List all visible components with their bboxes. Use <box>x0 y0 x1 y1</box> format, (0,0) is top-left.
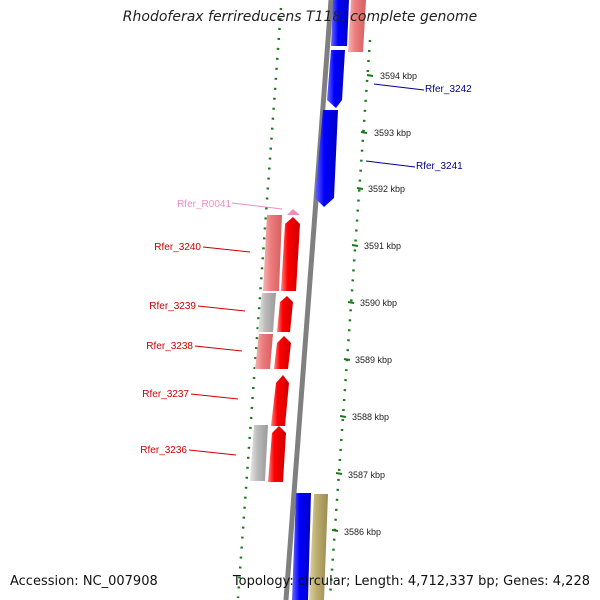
scale-label: 3588 kbp <box>352 412 389 422</box>
gene-arrow[interactable] <box>268 426 286 482</box>
gene-arrow[interactable] <box>327 50 345 108</box>
accession-text: Accession: NC_007908 <box>10 574 158 589</box>
gene-label[interactable]: Rfer_3242 <box>425 84 472 95</box>
scale-label: 3586 kbp <box>344 527 381 537</box>
gene-label[interactable]: Rfer_3241 <box>416 161 463 172</box>
scale-label: 3594 kbp <box>380 71 417 81</box>
scale-label: 3591 kbp <box>364 241 401 251</box>
gene-arrow[interactable] <box>263 215 282 291</box>
gene-arrow[interactable] <box>348 0 366 52</box>
gene-label[interactable]: Rfer_3237 <box>142 389 189 400</box>
gene-arrow[interactable] <box>292 493 311 600</box>
gene-label-group: Rfer_3242 Rfer_3241 Rfer_R0041 Rfer_3240… <box>140 84 472 456</box>
scale-label: 3592 kbp <box>368 184 405 194</box>
topology-text: Topology: circular; Length: 4,712,337 bp… <box>232 574 590 589</box>
gene-arrow[interactable] <box>309 494 328 600</box>
gene-label[interactable]: Rfer_3238 <box>146 341 193 352</box>
reverse-genes <box>292 0 349 600</box>
scale-label: 3590 kbp <box>360 298 397 308</box>
backbone-line <box>283 0 334 600</box>
gene-arrow[interactable] <box>250 425 268 481</box>
scale-labels: 3594 kbp 3593 kbp 3592 kbp 3591 kbp 3590… <box>344 71 417 537</box>
scale-label: 3587 kbp <box>348 470 385 480</box>
gene-label[interactable]: Rfer_3240 <box>154 242 201 253</box>
forward-genes <box>268 217 300 482</box>
scale-label: 3589 kbp <box>355 355 392 365</box>
gene-arrow[interactable] <box>274 336 291 369</box>
gene-arrow[interactable] <box>331 0 349 46</box>
gene-arrow[interactable] <box>258 293 276 332</box>
gene-arrow[interactable] <box>255 334 273 369</box>
gene-label[interactable]: Rfer_3239 <box>149 301 196 312</box>
scale-ticks <box>331 74 374 532</box>
outer-forward-genes <box>250 215 282 481</box>
gene-arrow[interactable] <box>271 375 289 426</box>
label-leaders <box>188 83 425 456</box>
scale-label: 3593 kbp <box>374 128 411 138</box>
gene-label[interactable]: Rfer_R0041 <box>177 199 231 210</box>
rna-marker[interactable] <box>287 209 300 215</box>
gene-arrow[interactable] <box>277 296 293 332</box>
gene-arrow[interactable] <box>315 110 338 207</box>
genome-title: Rhodoferax ferrireducens T118, complete … <box>122 9 478 25</box>
gene-arrow[interactable] <box>281 217 300 291</box>
gene-label[interactable]: Rfer_3236 <box>140 445 187 456</box>
